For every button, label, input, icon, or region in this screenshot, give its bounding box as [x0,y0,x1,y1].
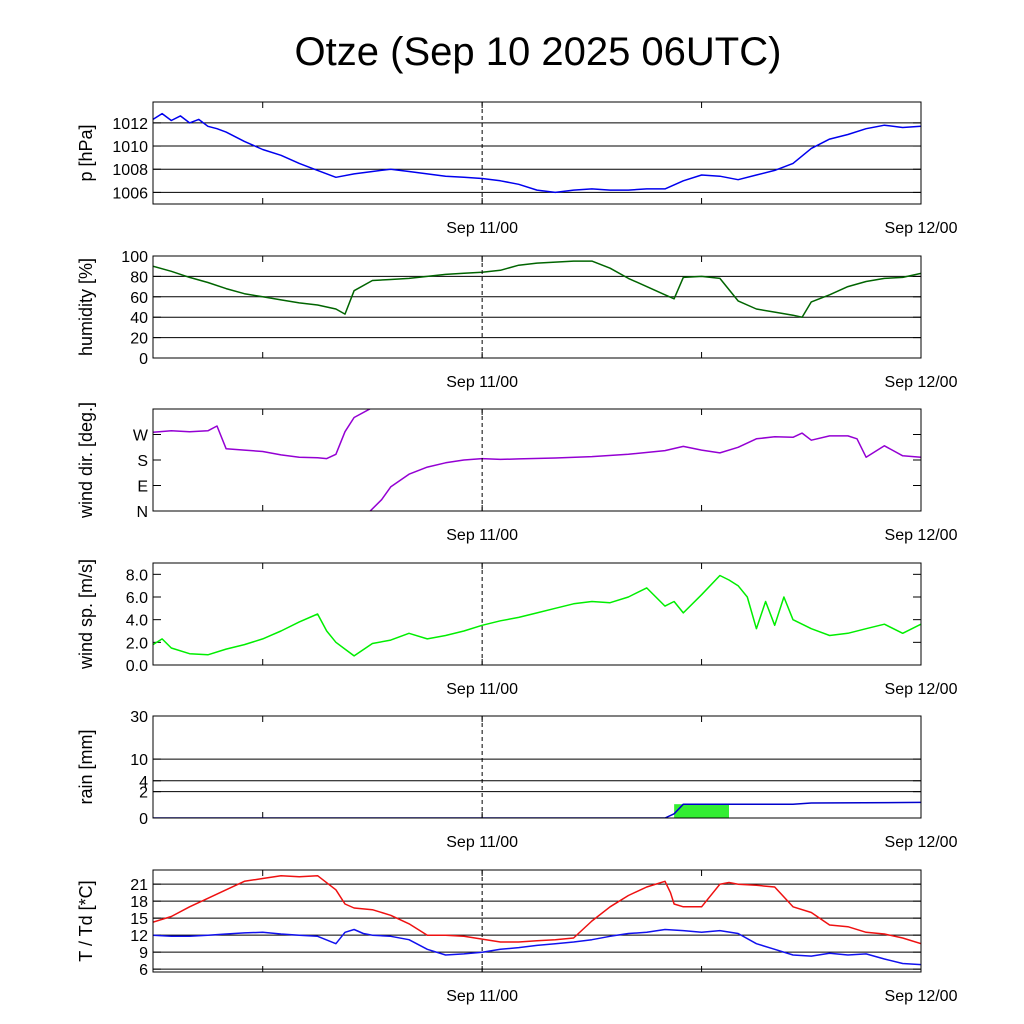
y-axis-label: wind dir. [deg.] [76,402,96,519]
y-tick-label: 1010 [112,139,148,156]
plot-frame [152,255,922,359]
x-tick-label: Sep 12/00 [885,527,958,544]
y-tick-label: W [133,428,149,445]
y-tick-label: 30 [130,709,148,726]
y-tick-label: 2 [139,785,148,802]
series-group [153,874,921,966]
x-tick-label: Sep 12/00 [885,988,958,1005]
chart-title: Otze (Sep 10 2025 06UTC) [295,30,782,74]
y-tick-label: 12 [130,928,148,945]
y-tick-label: 10 [130,752,148,769]
plot-frame [152,101,922,205]
y-tick-label: 15 [130,911,148,928]
series-group [153,574,921,657]
y-axis-label: T / Td [*C] [76,880,96,961]
series-line-1 [153,874,921,945]
x-tick-label: Sep 12/00 [885,220,958,237]
y-tick-label: E [137,479,148,496]
y-tick-label: 0.0 [126,658,148,675]
x-tick-label: Sep 11/00 [446,374,518,391]
series-line-1 [153,260,921,318]
series-line-1 [153,801,921,818]
y-tick-label: 4.0 [126,613,148,630]
y-tick-label: 1008 [112,162,148,179]
plot-frame [152,562,922,666]
series-group [153,112,921,194]
series-group [153,409,921,511]
y-tick-label: 20 [130,331,148,348]
y-tick-label: 40 [130,310,148,327]
y-tick-label: 80 [130,269,148,286]
panel-2: 0 20 40 60 80 100 Sep 11/00 Sep 12/00 humidity [… [76,249,958,391]
x-tick-label: Sep 11/00 [446,834,518,851]
y-tick-label: 18 [130,894,148,911]
y-tick-label: 21 [130,877,148,894]
y-axis-label: wind sp. [m/s] [76,559,96,670]
y-tick-label: S [137,453,148,470]
x-tick-label: Sep 11/00 [446,988,518,1005]
y-tick-label: 1006 [112,185,148,202]
y-tick-label: 60 [130,290,148,307]
y-tick-label: 2.0 [126,635,148,652]
series-line-1 [153,409,372,460]
panel-5: 0 24 10 30 Sep 11/00 Sep 12/00 rain [mm] [76,709,958,851]
x-tick-label: Sep 12/00 [885,374,958,391]
y-tick-label: N [136,504,148,521]
panel-4: 0.0 2.0 4.0 6.0 8.0 Sep 11/00 Sep 12/00 wind sp… [76,559,958,698]
y-tick-label: 6 [139,962,148,979]
series-group [153,260,921,318]
series-line-1 [153,112,921,194]
y-tick-label: 0 [139,811,148,828]
x-tick-label: Sep 11/00 [446,527,518,544]
series-line-1 [153,574,921,657]
rain-bar [674,804,729,818]
y-axis-label: p [hPa] [76,124,96,181]
panel-1: 1006 1008 1010 1012 Sep 11/00 Sep 12/00 p [hPa… [76,101,958,237]
x-tick-label: Sep 11/00 [446,220,518,237]
y-tick-label: 0 [139,351,148,368]
y-tick-label: 8.0 [126,567,148,584]
y-tick-label: 6.0 [126,590,148,607]
y-axis-label: rain [mm] [76,729,96,804]
x-tick-label: Sep 11/00 [446,681,518,698]
x-tick-label: Sep 12/00 [885,681,958,698]
y-tick-label: 4 [139,774,148,791]
y-axis-label: humidity [%] [76,258,96,356]
series-line-2 [153,928,921,966]
y-tick-label: 100 [121,249,148,266]
y-tick-label: 1012 [112,116,148,133]
series-group [153,801,921,818]
y-tick-label: 9 [139,945,148,962]
plot-frame [152,408,922,512]
plot-frame [152,715,922,819]
series-line-2 [369,432,921,511]
x-tick-label: Sep 12/00 [885,834,958,851]
plot-frame [152,869,922,973]
